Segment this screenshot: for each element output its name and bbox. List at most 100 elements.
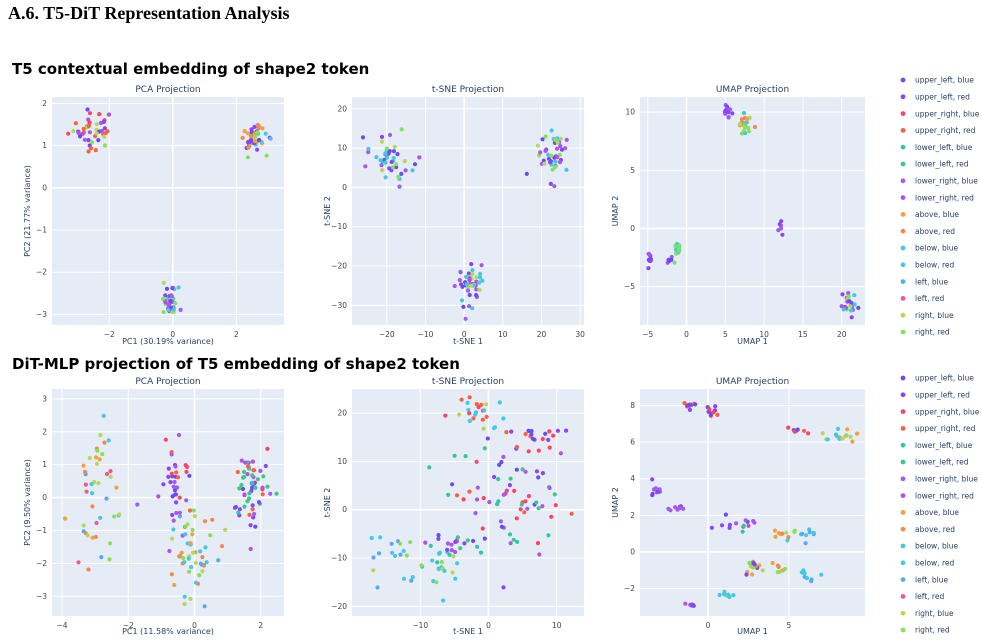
data-point [389, 159, 394, 165]
data-point [135, 502, 140, 507]
data-point [467, 292, 472, 298]
data-point [172, 479, 177, 485]
data-point [436, 536, 441, 542]
data-point [170, 286, 175, 291]
legend-marker [900, 111, 906, 116]
legend-marker [900, 610, 906, 616]
data-point [260, 492, 265, 497]
legend-label: upper_left, red [915, 93, 970, 102]
data-point [437, 551, 442, 556]
data-point [804, 533, 809, 538]
data-point [839, 304, 844, 309]
x-tick-label: 5 [723, 330, 728, 339]
data-point [395, 152, 400, 157]
legend-marker [900, 329, 906, 335]
data-point [782, 566, 788, 572]
data-point [255, 122, 261, 127]
data-point [417, 155, 422, 160]
data-point [90, 504, 95, 509]
x-tick-label: −4 [56, 621, 67, 630]
data-point [240, 486, 246, 492]
x-tick-label: 2 [234, 330, 239, 339]
data-point [174, 510, 179, 516]
legend-marker [900, 560, 906, 566]
legend-marker [900, 212, 906, 217]
data-point [445, 547, 450, 553]
legend-marker [900, 459, 906, 465]
legend-label: right, blue [915, 311, 954, 320]
data-point [156, 494, 161, 499]
data-point [730, 111, 735, 116]
data-point [772, 528, 778, 533]
data-point [509, 429, 514, 434]
data-point [543, 134, 548, 139]
data-point [800, 531, 805, 536]
data-point [717, 592, 722, 598]
data-point [423, 540, 428, 545]
data-point [274, 491, 279, 496]
data-point [82, 469, 88, 474]
data-point [841, 307, 846, 312]
data-point [785, 538, 790, 543]
y-tick-label: 0 [42, 183, 47, 192]
legend-label: upper_right, red [915, 424, 976, 433]
y-tick-label: −20 [331, 602, 347, 611]
data-point [390, 550, 395, 555]
data-point [553, 503, 558, 508]
data-point [256, 126, 261, 131]
data-point [97, 457, 102, 462]
data-point [177, 510, 182, 515]
x-tick-label: 20 [537, 330, 547, 339]
data-point [852, 302, 857, 307]
data-point [87, 130, 92, 135]
data-point [94, 131, 99, 136]
y-tick-label: 6 [630, 438, 635, 447]
data-point [848, 434, 853, 439]
data-point [515, 539, 520, 545]
data-point [727, 522, 733, 528]
y-tick-label: 10 [337, 144, 347, 153]
x-axis-label: UMAP 1 [737, 627, 768, 636]
legend-label: left, blue [915, 575, 949, 584]
data-point [780, 531, 785, 536]
data-point [236, 510, 241, 515]
data-point [102, 134, 107, 139]
data-point [83, 482, 88, 487]
data-point [855, 431, 860, 436]
data-point [173, 492, 179, 497]
data-point [744, 572, 749, 577]
data-point [569, 511, 574, 516]
data-point [475, 544, 480, 549]
plot-background [52, 389, 284, 616]
data-point [450, 482, 455, 487]
data-point [401, 548, 406, 554]
data-point [265, 446, 270, 451]
x-tick-label: 30 [575, 330, 585, 339]
data-point [784, 530, 789, 535]
data-point [198, 549, 203, 554]
data-point [161, 482, 166, 487]
data-point [419, 563, 424, 568]
data-point [168, 298, 173, 304]
y-axis-label: t-SNE 2 [323, 196, 332, 226]
data-point [773, 534, 778, 539]
data-point [239, 482, 244, 488]
legend-marker [900, 127, 906, 133]
data-point [487, 500, 492, 505]
data-point [102, 143, 107, 148]
y-tick-label: 0 [630, 224, 635, 233]
data-point [253, 138, 258, 144]
data-point [461, 304, 466, 309]
legend-label: below, red [915, 559, 954, 568]
data-point [108, 541, 113, 546]
legend-marker [900, 627, 906, 633]
data-point [535, 541, 541, 546]
data-point [379, 134, 385, 139]
scatter-panel: −20 −10 0 10 20 30 −30 −20 −10 0 10 20 t-SNE Project… [323, 85, 585, 346]
y-axis-label: UMAP 2 [611, 196, 620, 227]
x-tick-label: −10 [418, 330, 434, 339]
data-point [482, 536, 487, 541]
data-point [846, 294, 851, 299]
data-point [458, 546, 463, 551]
data-point [799, 570, 804, 575]
